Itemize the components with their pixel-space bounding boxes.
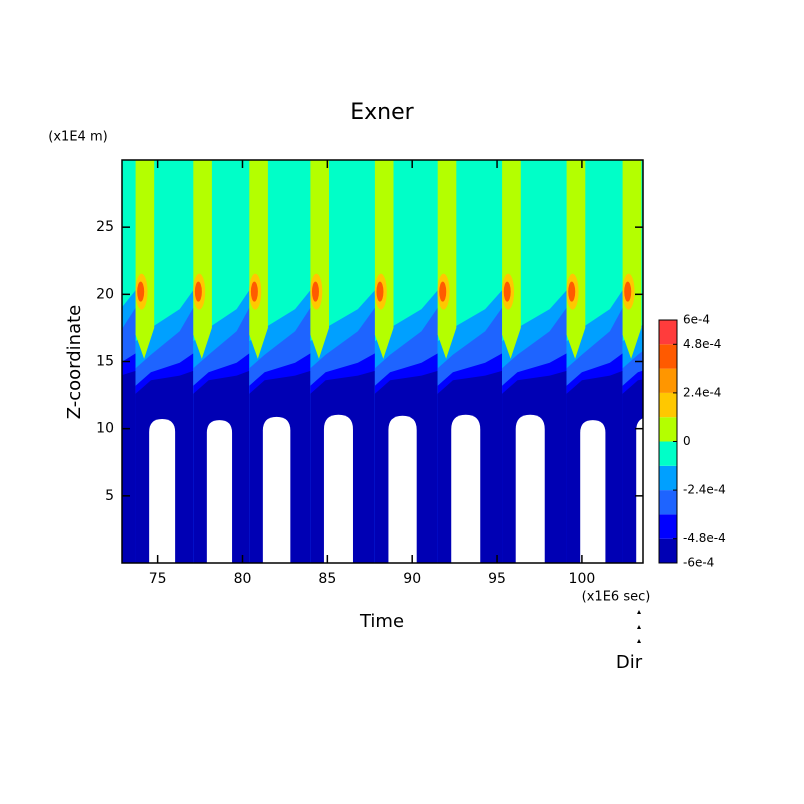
x-tick-label: 75 <box>149 571 167 587</box>
below-range-region <box>388 415 417 563</box>
direction-arrows <box>637 610 641 643</box>
below-range-region <box>323 414 353 563</box>
colorbar-band <box>659 514 677 539</box>
pulse-peak <box>311 281 319 302</box>
below-range-region <box>262 416 291 563</box>
y-tick-label: 10 <box>96 421 114 437</box>
colorbar-tick-label: 6e-4 <box>683 313 710 327</box>
colorbar-band <box>659 368 677 393</box>
pulse-peak <box>439 281 447 302</box>
colorbar-band <box>659 441 677 466</box>
x-tick-label: 80 <box>234 571 252 587</box>
pulse-peak <box>624 281 632 302</box>
x-tick-label: 95 <box>488 571 506 587</box>
colorbar-band <box>659 320 677 345</box>
below-range-region <box>636 418 643 563</box>
y-tick-label: 25 <box>96 219 114 235</box>
pulse-peak <box>503 281 511 302</box>
pulse-column <box>502 160 521 359</box>
colorbar-tick-label: -2.4e-4 <box>683 483 726 497</box>
pulse-peak <box>376 281 384 302</box>
pulse-column <box>193 160 212 359</box>
band-dark-blue <box>122 370 136 563</box>
colorbar-band <box>659 465 677 491</box>
colorbar-band <box>659 538 677 563</box>
pulse-peak <box>137 281 145 302</box>
below-range-region <box>149 418 176 563</box>
y-tick-label: 5 <box>105 488 114 504</box>
field <box>122 160 643 563</box>
axes: 75 80 85 90 95 100 5 10 15 20 25 6e-4 4.8e-4 2.4e-4 0 -… <box>96 159 726 587</box>
below-range-region <box>451 414 481 563</box>
below-range-region <box>515 414 545 563</box>
pulse-column <box>374 160 394 359</box>
pulse-column <box>437 160 457 359</box>
colorbar-band <box>659 344 677 369</box>
x-axis-label: Time <box>359 611 404 632</box>
below-range-region <box>206 420 233 563</box>
colorbar-tick-label: -6e-4 <box>683 556 714 570</box>
pulse-peak <box>250 281 258 302</box>
colorbar-tick-label: 4.8e-4 <box>683 337 721 351</box>
pulse-column <box>310 160 329 359</box>
chart-title: Exner <box>350 100 414 125</box>
x-tick-label: 90 <box>403 571 421 587</box>
below-range-region <box>580 420 606 563</box>
pulse-peak <box>568 281 576 302</box>
colorbar-band <box>659 490 677 515</box>
colorbar-band <box>659 417 677 442</box>
y-axis-label: Z-coordinate <box>64 305 85 420</box>
pulse-column <box>622 160 642 359</box>
y-unit: (x1E4 m) <box>48 130 107 145</box>
pulse-column <box>566 160 586 359</box>
colorbar-tick-label: -4.8e-4 <box>683 531 726 545</box>
colorbar-tick-label: 2.4e-4 <box>683 385 721 399</box>
y-tick-label: 15 <box>96 354 114 370</box>
x-unit: (x1E6 sec) <box>582 590 651 605</box>
pulse-column <box>135 160 155 359</box>
colorbar-tick-label: 0 <box>683 434 691 448</box>
x-tick-label: 85 <box>318 571 336 587</box>
direction-label: Dir <box>616 652 643 673</box>
x-tick-label: 100 <box>569 571 596 587</box>
pulse-column <box>249 160 268 359</box>
colorbar-band <box>659 392 677 418</box>
pulse-peak <box>194 281 202 302</box>
y-tick-label: 20 <box>96 286 114 302</box>
